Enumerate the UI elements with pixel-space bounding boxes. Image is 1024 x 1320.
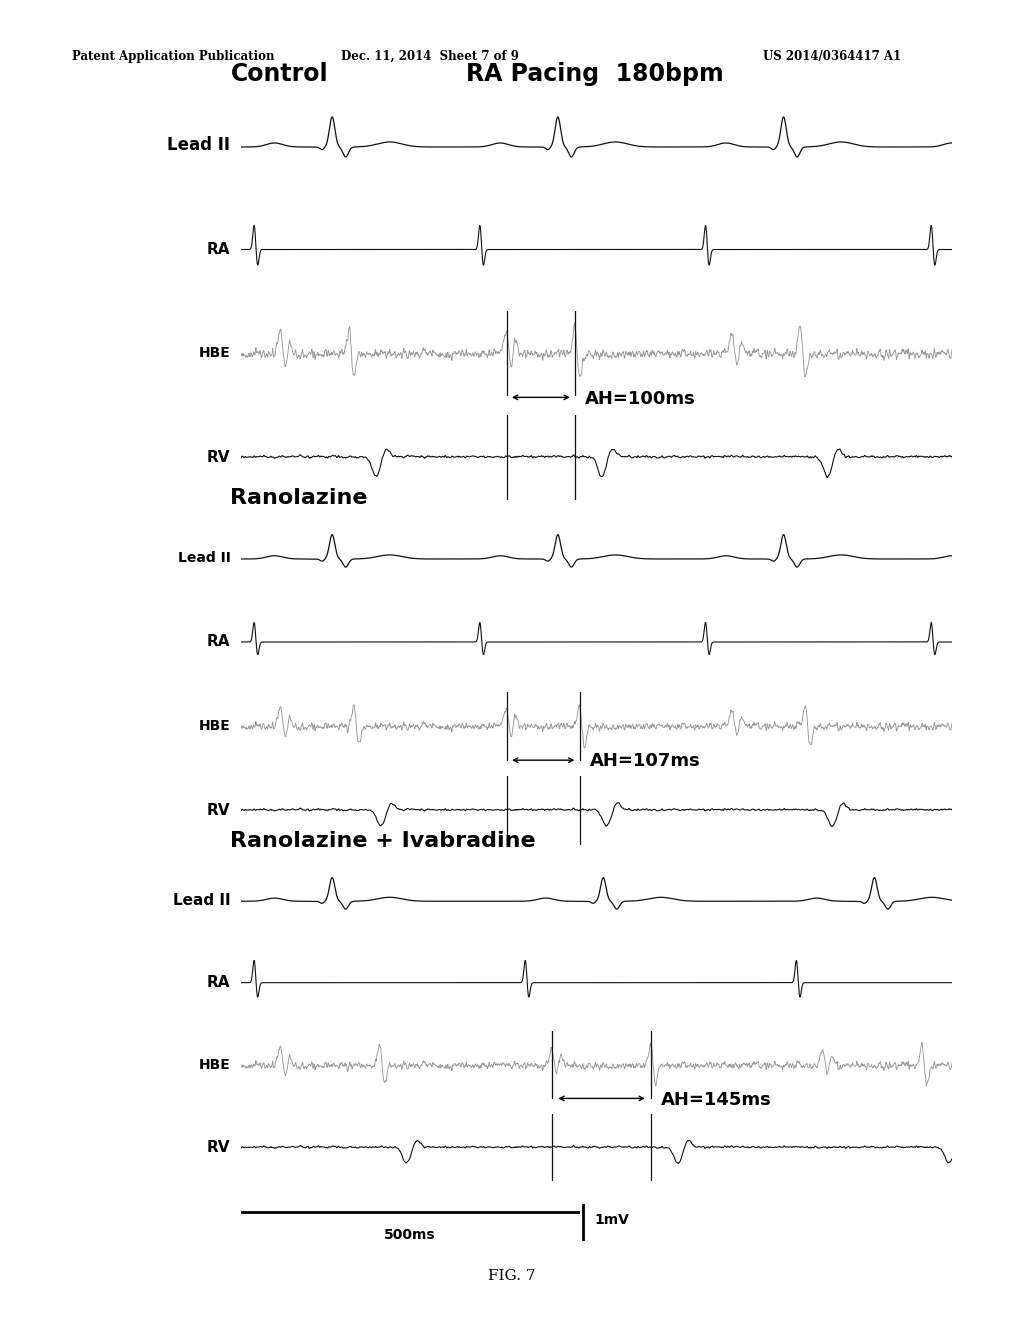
Text: RV: RV xyxy=(207,1140,230,1155)
Text: AH=100ms: AH=100ms xyxy=(585,389,695,408)
Text: RA: RA xyxy=(207,242,230,257)
Text: Control: Control xyxy=(230,62,328,86)
Text: Patent Application Publication: Patent Application Publication xyxy=(72,50,274,63)
Text: Lead II: Lead II xyxy=(177,550,230,565)
Text: RA: RA xyxy=(207,975,230,990)
Text: HBE: HBE xyxy=(199,346,230,360)
Text: RA Pacing  180bpm: RA Pacing 180bpm xyxy=(466,62,724,86)
Text: AH=107ms: AH=107ms xyxy=(590,752,700,771)
Text: RV: RV xyxy=(207,803,230,817)
Text: 1mV: 1mV xyxy=(595,1213,630,1228)
Text: AH=145ms: AH=145ms xyxy=(660,1090,772,1109)
Text: 500ms: 500ms xyxy=(384,1228,436,1242)
Text: RV: RV xyxy=(207,450,230,465)
Text: HBE: HBE xyxy=(199,1059,230,1072)
Text: Ranolazine + Ivabradine: Ranolazine + Ivabradine xyxy=(230,832,536,851)
Text: FIG. 7: FIG. 7 xyxy=(488,1269,536,1283)
Text: Lead II: Lead II xyxy=(167,136,230,154)
Text: Lead II: Lead II xyxy=(173,892,230,908)
Text: Dec. 11, 2014  Sheet 7 of 9: Dec. 11, 2014 Sheet 7 of 9 xyxy=(341,50,519,63)
Text: HBE: HBE xyxy=(199,719,230,733)
Text: Ranolazine: Ranolazine xyxy=(230,488,368,508)
Text: RA: RA xyxy=(207,635,230,649)
Text: US 2014/0364417 A1: US 2014/0364417 A1 xyxy=(763,50,901,63)
